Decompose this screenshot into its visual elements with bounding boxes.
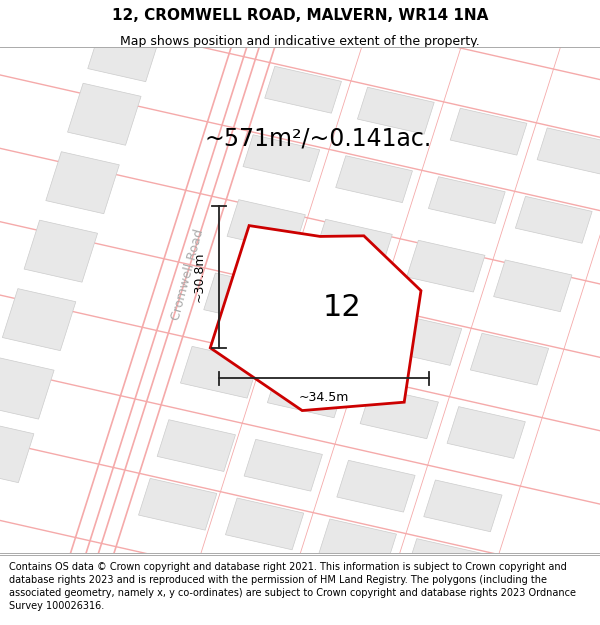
Polygon shape: [226, 498, 304, 550]
Polygon shape: [139, 478, 217, 530]
Polygon shape: [227, 199, 305, 251]
Polygon shape: [450, 108, 527, 155]
Polygon shape: [268, 366, 346, 418]
Polygon shape: [265, 66, 341, 113]
Polygon shape: [68, 83, 141, 145]
Text: Cromwell Road: Cromwell Road: [170, 228, 206, 322]
Polygon shape: [314, 219, 392, 271]
Polygon shape: [470, 333, 548, 385]
Polygon shape: [407, 240, 485, 292]
Polygon shape: [157, 420, 235, 471]
Polygon shape: [24, 220, 98, 282]
Polygon shape: [515, 196, 592, 243]
Polygon shape: [0, 357, 54, 419]
Polygon shape: [46, 152, 119, 214]
Text: ~571m²/~0.141ac.: ~571m²/~0.141ac.: [205, 126, 431, 150]
Polygon shape: [0, 421, 34, 482]
Text: Map shows position and indicative extent of the property.: Map shows position and indicative extent…: [120, 35, 480, 48]
Polygon shape: [358, 88, 434, 134]
Polygon shape: [360, 387, 439, 439]
Polygon shape: [181, 346, 259, 398]
Polygon shape: [405, 539, 484, 591]
Polygon shape: [318, 519, 397, 571]
Polygon shape: [88, 19, 161, 82]
Polygon shape: [494, 260, 572, 312]
Polygon shape: [424, 480, 502, 532]
Polygon shape: [210, 226, 421, 411]
Polygon shape: [204, 273, 282, 325]
Text: Contains OS data © Crown copyright and database right 2021. This information is : Contains OS data © Crown copyright and d…: [9, 562, 576, 611]
Polygon shape: [2, 289, 76, 351]
Text: 12, CROMWELL ROAD, MALVERN, WR14 1NA: 12, CROMWELL ROAD, MALVERN, WR14 1NA: [112, 8, 488, 23]
Polygon shape: [336, 156, 412, 202]
Text: ~34.5m: ~34.5m: [299, 391, 349, 404]
Polygon shape: [537, 128, 600, 175]
Polygon shape: [428, 177, 505, 224]
Text: 12: 12: [323, 292, 362, 321]
Polygon shape: [383, 314, 462, 366]
Polygon shape: [447, 407, 526, 458]
Text: ~30.8m: ~30.8m: [193, 252, 206, 302]
Polygon shape: [244, 439, 322, 491]
Polygon shape: [243, 135, 320, 182]
Polygon shape: [337, 461, 415, 512]
